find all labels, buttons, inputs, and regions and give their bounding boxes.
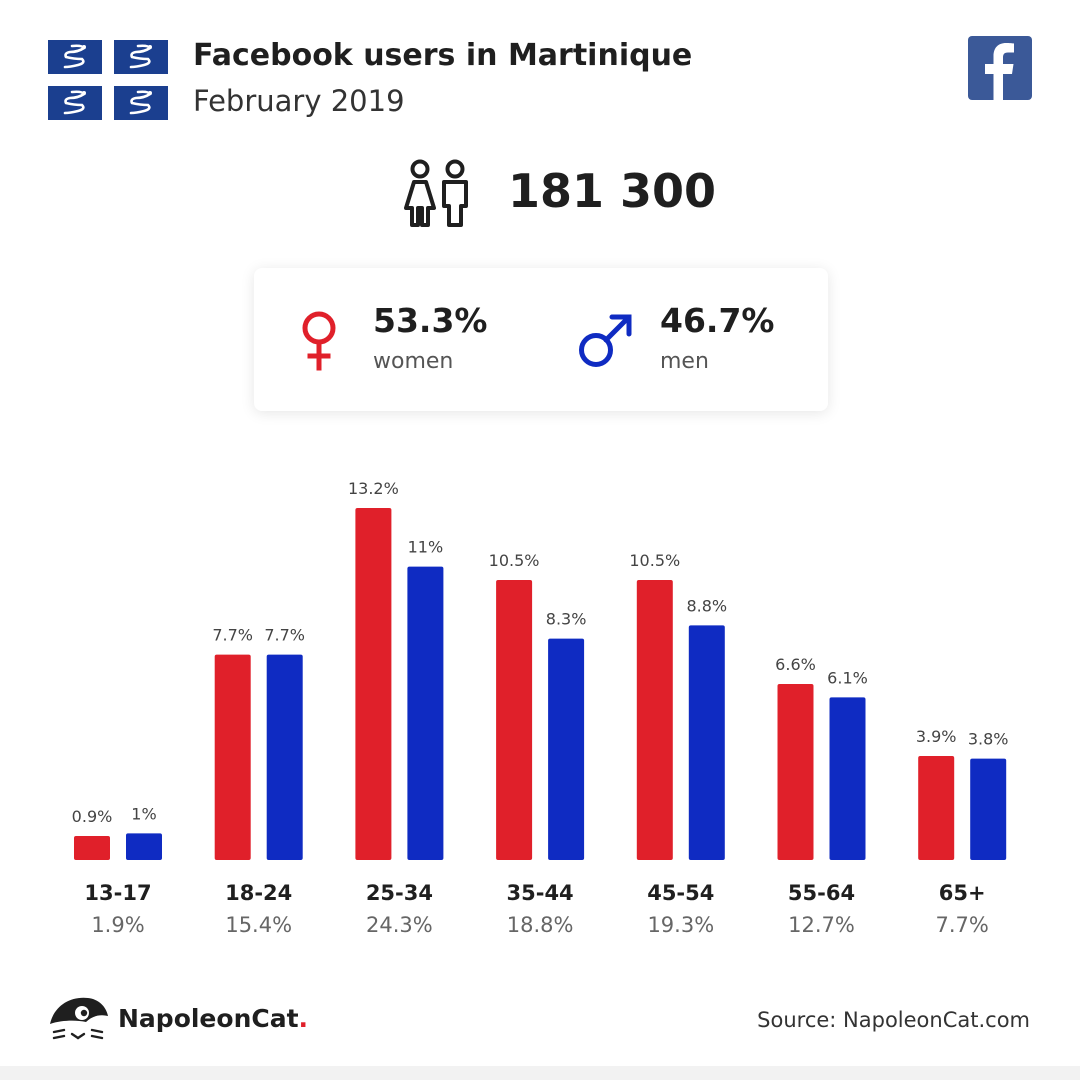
- age-category-label: 45-54: [647, 881, 714, 905]
- age-category-label: 13-17: [84, 881, 151, 905]
- bar-value-label: 10.5%: [629, 551, 680, 570]
- bar-women-65+: [918, 756, 955, 860]
- age-category-total: 12.7%: [788, 913, 855, 937]
- bar-value-label: 13.2%: [348, 479, 399, 498]
- bar-value-label: 3.8%: [968, 730, 1009, 749]
- bar-value-label: 1%: [131, 804, 156, 823]
- bar-value-label: 0.9%: [72, 807, 113, 826]
- total-users-value: 181 300: [508, 164, 717, 218]
- age-category-label: 18-24: [225, 881, 292, 905]
- age-category-total: 19.3%: [647, 913, 714, 937]
- page-subtitle: February 2019: [193, 84, 405, 118]
- bar-men-55-64: [829, 697, 866, 860]
- flag-quarter: [48, 40, 102, 74]
- page-title: Facebook users in Martinique: [193, 38, 693, 73]
- bar-women-35-44: [496, 580, 533, 860]
- age-category-total: 18.8%: [507, 913, 574, 937]
- footer-band: [0, 1066, 1080, 1080]
- brand-name: NapoleonCat.: [118, 1004, 309, 1033]
- napoleoncat-logo-icon: [48, 994, 110, 1050]
- age-category-total: 7.7%: [936, 913, 989, 937]
- age-category-label: 65+: [939, 881, 986, 905]
- female-symbol-icon: [298, 310, 340, 376]
- bar-value-label: 6.6%: [775, 655, 816, 674]
- bar-women-55-64: [777, 684, 814, 860]
- age-category-label: 25-34: [366, 881, 433, 905]
- bar-women-13-17: [74, 836, 110, 860]
- bar-men-65+: [970, 758, 1007, 860]
- women-percentage: 53.3%: [373, 301, 488, 340]
- people-icon: [400, 158, 476, 232]
- bar-value-label: 6.1%: [827, 668, 868, 687]
- men-percentage: 46.7%: [660, 301, 775, 340]
- age-category-label: 55-64: [788, 881, 855, 905]
- gender-split-card: 53.3% women 46.7% men: [254, 268, 828, 411]
- bar-value-label: 11%: [408, 538, 444, 557]
- age-category-total: 15.4%: [225, 913, 292, 937]
- flag-quarter: [114, 40, 168, 74]
- bar-women-45-54: [636, 580, 673, 860]
- age-category-total: 1.9%: [91, 913, 144, 937]
- bar-men-13-17: [126, 833, 162, 860]
- age-gender-bar-chart: 0.9% 1% 13-17 1.9% 7.7% 7.7% 18-24 15.4% 13.2% 11…: [72, 479, 1009, 937]
- bar-value-label: 8.8%: [686, 596, 727, 615]
- bar-men-45-54: [688, 625, 725, 860]
- bar-value-label: 10.5%: [489, 551, 540, 570]
- age-category-total: 24.3%: [366, 913, 433, 937]
- bar-value-label: 7.7%: [212, 626, 253, 645]
- bar-men-25-34: [407, 566, 444, 860]
- flag-quarter: [114, 86, 168, 120]
- age-category-label: 35-44: [507, 881, 574, 905]
- bar-men-35-44: [548, 638, 585, 860]
- women-label: women: [373, 349, 454, 374]
- bar-value-label: 3.9%: [916, 727, 957, 746]
- bar-men-18-24: [266, 654, 303, 860]
- male-symbol-icon: [576, 310, 636, 374]
- martinique-flag-icon: [48, 40, 168, 120]
- flag-quarter: [48, 86, 102, 120]
- bar-value-label: 7.7%: [264, 626, 305, 645]
- men-label: men: [660, 349, 709, 374]
- facebook-logo-icon: [968, 36, 1032, 100]
- bar-women-18-24: [214, 654, 251, 860]
- source-credit: Source: NapoleonCat.com: [757, 1008, 1030, 1032]
- bar-value-label: 8.3%: [546, 610, 587, 629]
- bar-women-25-34: [355, 508, 392, 860]
